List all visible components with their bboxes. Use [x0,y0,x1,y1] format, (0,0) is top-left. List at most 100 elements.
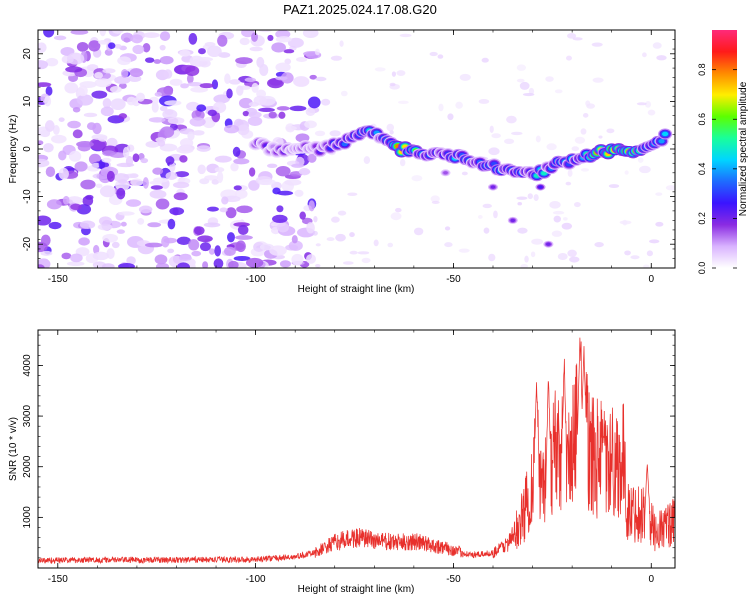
noise-blob [85,194,94,200]
weak-blob [339,40,344,47]
weak-blob [580,128,587,135]
noise-blob [289,105,307,112]
noise-blob [291,253,304,266]
noise-blob [38,60,49,70]
noise-blob [258,178,276,186]
noise-blob [224,246,236,257]
noise-blob [70,203,82,211]
noise-blob [308,200,315,212]
noise-blob [106,170,115,182]
noise-blob [98,216,112,226]
noise-blob [167,218,176,230]
noise-blob [275,62,291,72]
weak-blob [349,250,358,255]
noise-blob [76,94,94,106]
scatter-blob [510,218,516,223]
noise-blob [188,32,198,45]
noise-blob [236,205,253,214]
weak-blob [397,100,409,105]
weak-blob [551,230,563,237]
noise-blob [267,78,284,89]
noise-blob [198,48,206,55]
noise-blob [276,106,290,111]
noise-blob [169,78,183,86]
y-tick-label: 2000 [22,455,33,478]
noise-blob [74,161,88,172]
colorbar-label: Normalized spectral amplitude [738,81,749,216]
noise-blob [275,36,292,43]
noise-blob [211,179,220,185]
noise-blob [275,165,291,177]
weak-blob [665,185,675,191]
weak-blob [624,250,631,256]
noise-blob [118,211,135,216]
scatter-blob [545,242,551,246]
noise-blob [291,163,305,168]
noise-blob [202,261,209,268]
weak-blob [565,181,572,186]
noise-blob [125,199,142,207]
noise-blob [228,260,239,268]
weak-blob [567,33,577,39]
weak-blob [549,201,561,209]
snr-x-label: Height of straight line (km) [298,584,415,595]
noise-blob [223,124,240,134]
colorbar-tick-label: 0.8 [697,63,707,76]
colorbar-tick-label: 0.2 [697,212,707,225]
weak-blob [430,195,440,203]
weak-blob [437,54,444,59]
weak-blob [444,226,451,231]
noise-blob [213,94,230,104]
noise-blob [173,192,188,201]
weak-blob [527,193,533,200]
scatter-blob [443,171,448,175]
noise-blob [143,32,160,38]
noise-blob [151,101,159,113]
noise-blob [38,158,50,168]
noise-blob [66,196,83,205]
weak-blob [571,146,580,152]
noise-blob [62,195,70,205]
noise-blob [174,171,190,178]
noise-blob [253,242,265,252]
noise-blob [259,64,269,77]
noise-blob [138,205,153,214]
weak-blob [488,147,500,156]
noise-blob [150,185,163,190]
noise-blob [117,56,132,66]
weak-blob [572,37,583,41]
weak-blob [520,263,528,268]
weak-blob [482,203,492,209]
weak-blob [390,212,402,221]
spectrogram-heatmap [38,30,675,268]
weak-blob [644,100,652,108]
noise-blob [38,264,45,268]
weak-blob [361,257,371,264]
noise-blob [38,82,52,87]
noise-blob [149,189,167,199]
noise-blob [219,207,228,213]
noise-blob [213,101,227,114]
weak-blob [391,71,397,77]
noise-blob [94,72,103,79]
weak-blob [489,125,494,134]
noise-blob [58,150,67,161]
noise-blob [144,242,163,248]
weak-blob [552,210,565,215]
weak-blob [516,78,525,83]
weak-blob [455,101,463,109]
noise-blob [80,179,96,190]
noise-blob [233,255,251,262]
noise-blob [299,211,306,220]
weak-blob [314,130,326,137]
noise-blob [229,79,241,85]
noise-blob [176,262,190,268]
noise-blob [269,245,287,256]
noise-blob [116,162,135,168]
noise-blob [38,241,48,253]
noise-blob [242,110,250,117]
weak-blob [585,100,591,107]
weak-blob [493,210,498,219]
weak-blob [642,52,647,58]
noise-blob [176,146,194,154]
